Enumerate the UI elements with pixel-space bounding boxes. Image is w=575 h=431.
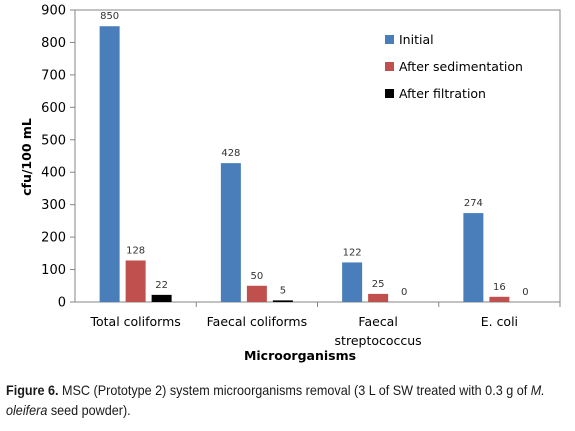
y-tick-label: 400 xyxy=(41,166,66,181)
bar xyxy=(489,296,510,302)
y-axis: 0 100 200 300 400 500 600 700 800 900 xyxy=(41,4,75,311)
data-label: 16 xyxy=(493,282,506,293)
figure-caption: Figure 6. MSC (Prototype 2) system micro… xyxy=(6,380,569,420)
legend-swatch xyxy=(385,89,394,98)
bar xyxy=(463,213,484,302)
bar xyxy=(368,293,389,302)
y-tick-label: 900 xyxy=(41,4,66,19)
y-tick-label: 500 xyxy=(41,133,66,148)
x-axis: Total coliforms Faecal coliforms Faecal str… xyxy=(89,314,518,348)
y-tick-label: 600 xyxy=(41,101,66,116)
data-label: 128 xyxy=(126,245,145,256)
category-label: Faecal coliforms xyxy=(207,314,308,329)
caption-text-end: seed powder). xyxy=(47,402,131,418)
category-label: Faecal streptococcus xyxy=(335,314,422,348)
y-tick-label: 700 xyxy=(41,68,66,83)
plot-area xyxy=(74,9,561,303)
data-label: 25 xyxy=(372,279,385,290)
data-label: 850 xyxy=(100,11,119,22)
bar xyxy=(99,26,120,302)
bar xyxy=(272,300,293,302)
y-axis-title: cfu/100 mL xyxy=(19,118,34,196)
legend-swatch xyxy=(385,62,394,71)
bar xyxy=(342,262,363,302)
category-label: Total coliforms xyxy=(89,314,180,329)
plot-border xyxy=(74,9,561,303)
data-labels: 850 128 22 428 50 5 122 25 0 274 16 0 xyxy=(100,11,528,298)
bar xyxy=(220,163,241,302)
figure-number: Figure 6. xyxy=(6,382,59,398)
data-label: 122 xyxy=(343,247,362,258)
data-label: 274 xyxy=(464,198,483,209)
data-label: 22 xyxy=(155,280,168,291)
y-tick-label: 100 xyxy=(41,263,66,278)
data-label: 50 xyxy=(251,271,264,282)
x-axis-title: Microorganisms xyxy=(244,348,356,363)
bars xyxy=(99,26,561,307)
legend: Initial After sedimentation After filtrati… xyxy=(385,32,523,101)
category-label: E. coli xyxy=(481,314,518,329)
data-label: 0 xyxy=(401,287,407,298)
caption-text: MSC (Prototype 2) system microorganisms … xyxy=(58,382,531,398)
data-label: 0 xyxy=(522,287,528,298)
legend-label: After filtration xyxy=(399,86,486,101)
y-tick-label: 300 xyxy=(41,198,66,213)
legend-label: Initial xyxy=(399,32,434,47)
y-tick-label: 0 xyxy=(58,296,66,311)
data-label: 428 xyxy=(221,148,240,159)
data-label: 5 xyxy=(280,285,286,296)
bar xyxy=(246,285,267,302)
legend-swatch xyxy=(385,35,394,44)
species-name: M. oleifera xyxy=(6,382,545,418)
y-tick-label: 800 xyxy=(41,36,66,51)
y-tick-label: 200 xyxy=(41,231,66,246)
bar xyxy=(151,294,172,302)
legend-label: After sedimentation xyxy=(399,59,523,74)
bar xyxy=(125,260,146,302)
